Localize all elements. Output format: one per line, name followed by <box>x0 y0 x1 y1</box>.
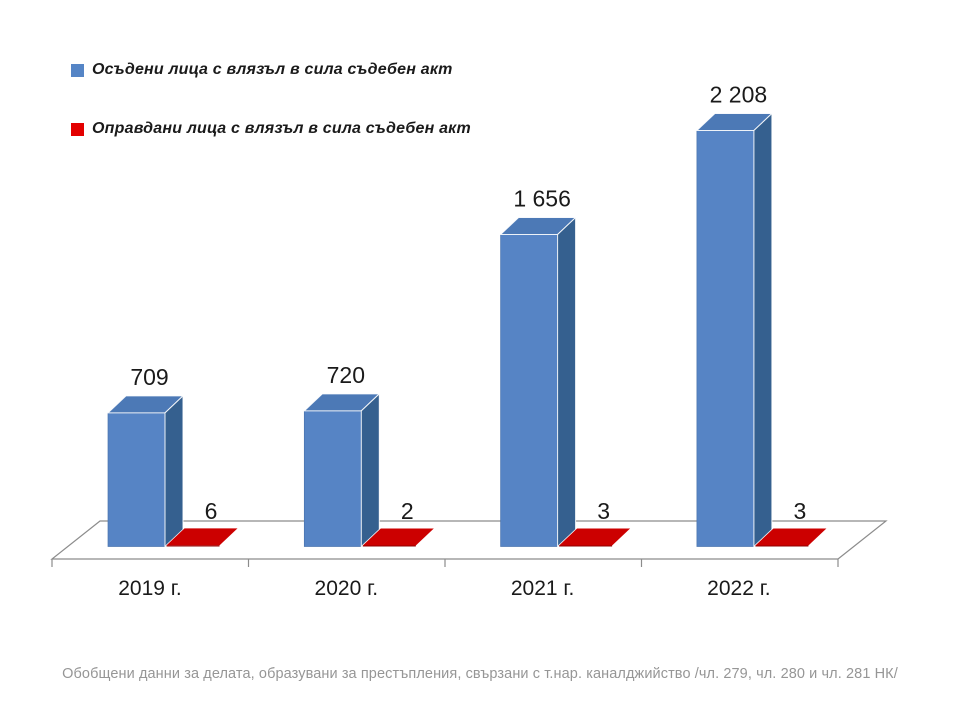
category-label: 2020 г. <box>315 577 378 600</box>
bar-acquitted-top <box>362 528 434 546</box>
bar-convicted-side <box>557 216 577 548</box>
value-label-acquitted: 3 <box>794 498 807 524</box>
value-label-convicted: 720 <box>327 362 365 388</box>
value-label-convicted: 2 208 <box>710 81 768 107</box>
bar-convicted-side <box>753 112 773 548</box>
category-label: 2019 г. <box>118 577 181 600</box>
bar-acquitted-top <box>166 528 238 546</box>
bar-acquitted-top <box>755 528 827 546</box>
category-label: 2022 г. <box>707 577 770 600</box>
value-label-acquitted: 2 <box>401 498 414 524</box>
chart-floor <box>50 520 888 560</box>
bar-acquitted-front <box>166 545 220 547</box>
bar-convicted-side <box>360 392 380 548</box>
bar-acquitted-front <box>755 545 809 547</box>
value-label-acquitted: 3 <box>597 498 610 524</box>
bar-convicted-front <box>303 410 362 547</box>
value-label-acquitted: 6 <box>205 498 218 524</box>
bar-acquitted-front <box>362 545 416 547</box>
bar-convicted-front <box>500 234 558 547</box>
chart-caption: Обобщени данни за делата, образувани за … <box>62 666 898 682</box>
bar-acquitted-front <box>559 545 613 547</box>
category-label: 2021 г. <box>511 577 574 600</box>
value-label-convicted: 1 656 <box>513 185 571 211</box>
bar-convicted-front <box>696 130 755 547</box>
bar-acquitted-top <box>559 528 631 546</box>
value-label-convicted: 709 <box>130 364 168 390</box>
bar-convicted-front <box>107 412 166 547</box>
bar-convicted-side <box>164 394 184 548</box>
